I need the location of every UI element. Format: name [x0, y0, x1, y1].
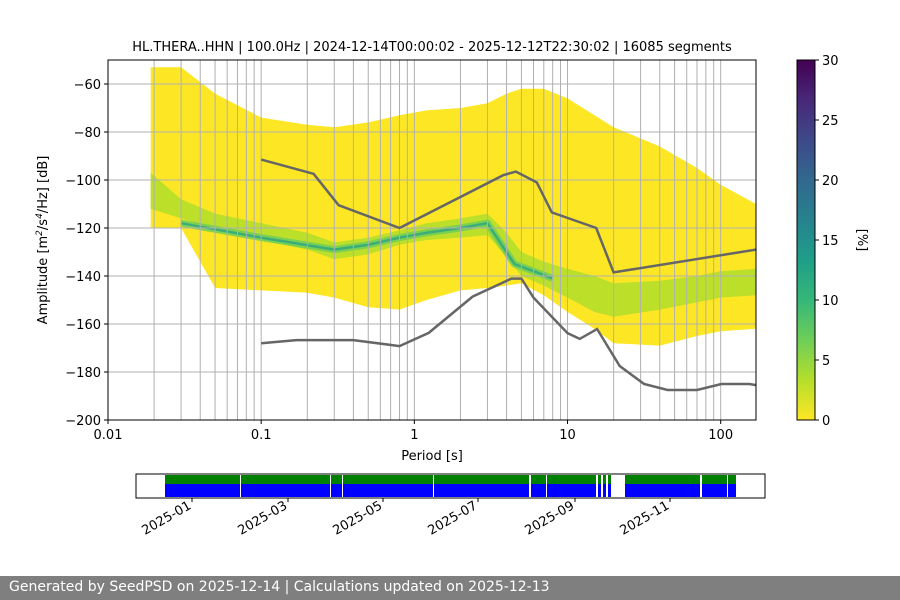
timeline-processed-bar	[165, 484, 736, 497]
colorbar-label: [%]	[854, 229, 869, 252]
x-tick-label: 100	[708, 428, 733, 443]
timeline-gap	[330, 475, 331, 497]
timeline-gaps	[240, 475, 728, 497]
density-ridge-peak	[180, 221, 554, 280]
x-tick-label: 0.1	[251, 428, 272, 443]
y-tick-label: −200	[65, 414, 101, 429]
y-tick-label: −120	[65, 222, 101, 237]
x-axis: 0.01 0.1 1 10 100	[94, 420, 733, 443]
nhnm-curve	[260, 158, 756, 274]
y-tick-label: −100	[65, 174, 101, 189]
y-tick-label: −60	[74, 78, 101, 93]
colorbar-tick-label: 10	[822, 294, 839, 309]
timeline-gap	[342, 475, 343, 497]
timeline-gap	[240, 475, 241, 497]
plot-frame	[107, 59, 757, 421]
y-axis-label: Amplitude [m2/s4/Hz] [dB]	[35, 156, 51, 325]
footer-text: Generated by SeedPSD on 2025-12-14 | Cal…	[9, 579, 550, 595]
noise-model-curves	[260, 158, 756, 392]
timeline-gap	[727, 475, 728, 497]
timeline-date-label: 2025-05	[330, 498, 385, 538]
footer-bar: Generated by SeedPSD on 2025-12-14 | Cal…	[0, 576, 900, 600]
grid-lines	[107, 60, 756, 421]
y-tick-label: −80	[74, 126, 101, 141]
x-tick-label: 10	[559, 428, 576, 443]
timeline-date-label: 2025-09	[522, 498, 577, 538]
x-axis-label: Period [s]	[401, 449, 463, 464]
colorbar-tick-label: 5	[822, 354, 830, 369]
colorbar-tick-label: 20	[822, 174, 839, 189]
timeline-date-axis: 2025-01 2025-03 2025-05 2025-07 2025-09 2025-…	[139, 498, 672, 539]
timeline-gap	[611, 475, 625, 497]
timeline-gap	[700, 475, 702, 497]
timeline-gap	[601, 475, 603, 497]
chart-title: HL.THERA..HHN | 100.0Hz | 2024-12-14T00:…	[132, 40, 732, 55]
colorbar-axis: 0 5 10 15 20 25 30	[815, 54, 839, 429]
timeline-date-label: 2025-07	[425, 498, 480, 538]
nlnm-curve	[261, 277, 756, 392]
timeline-available-bar	[165, 475, 736, 484]
timeline-date-label: 2025-01	[139, 498, 194, 538]
x-tick-label: 1	[410, 428, 418, 443]
y-tick-label: −160	[65, 318, 101, 333]
colorbar-tick-label: 0	[822, 414, 830, 429]
colorbar-tick-label: 15	[822, 234, 839, 249]
timeline-date-label: 2025-03	[235, 498, 290, 538]
colorbar-tick-label: 30	[822, 54, 839, 69]
y-tick-label: −180	[65, 366, 101, 381]
timeline-gap	[433, 475, 434, 497]
timeline-gap	[606, 475, 608, 497]
colorbar-tick-label: 25	[822, 114, 839, 129]
y-tick-label: −140	[65, 270, 101, 285]
density-core-band	[150, 172, 756, 317]
psd-density-layer	[150, 67, 756, 346]
timeline-gap	[596, 475, 598, 497]
colorbar	[796, 59, 816, 421]
timeline-gap	[529, 475, 531, 497]
x-tick-label: 0.01	[94, 428, 123, 443]
timeline-gap	[546, 475, 547, 497]
timeline-date-label: 2025-11	[617, 498, 672, 538]
y-axis: −200 −180 −160 −140 −120 −100 −80 −60	[65, 78, 108, 429]
data-availability-timeline: 2025-01 2025-03 2025-05 2025-07 2025-09 2025-…	[135, 473, 766, 539]
